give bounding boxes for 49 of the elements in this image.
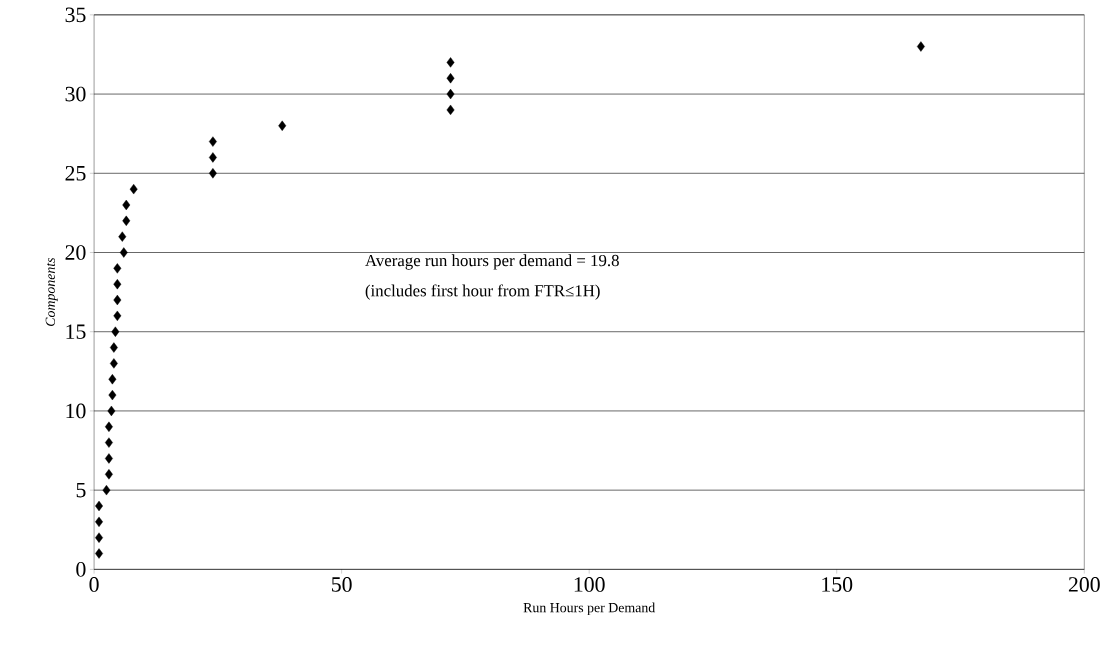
y-tick-label: 25 <box>65 165 86 181</box>
point <box>105 453 113 464</box>
y-tick-label: 10 <box>66 403 86 419</box>
point <box>113 294 122 305</box>
point <box>111 326 120 337</box>
y-tick-label: 20 <box>65 244 86 260</box>
y-tick-label: 35 <box>65 7 86 22</box>
point <box>95 516 103 527</box>
point <box>446 104 455 115</box>
point <box>446 88 455 99</box>
point <box>122 215 131 226</box>
point <box>446 57 455 68</box>
point <box>113 262 122 274</box>
point <box>446 72 455 84</box>
annotation: (includes first hour from FTR≤1H) <box>365 284 600 300</box>
annotation: Average run hours per demand = 19.8 <box>365 254 619 270</box>
point <box>208 167 217 179</box>
x-tick-label: 100 <box>574 576 605 592</box>
point <box>105 437 113 448</box>
point <box>108 373 117 385</box>
point <box>119 247 128 258</box>
y-tick-label: 0 <box>76 561 86 577</box>
y-tick-label: 30 <box>65 86 86 102</box>
x-tick-label: 150 <box>822 576 853 592</box>
x-tick-label: 0 <box>89 576 99 592</box>
point <box>113 278 122 290</box>
point <box>95 548 103 559</box>
point <box>113 310 122 321</box>
y-tick-label: 15 <box>66 324 86 339</box>
point <box>105 421 113 432</box>
point <box>95 532 103 543</box>
point <box>208 136 217 147</box>
point <box>122 199 131 210</box>
point <box>917 41 925 52</box>
point <box>102 484 111 496</box>
point <box>107 405 116 416</box>
point <box>278 120 287 131</box>
point <box>95 500 103 511</box>
x-axis-title: Run Hours per Demand <box>523 602 656 615</box>
point <box>129 183 138 195</box>
point <box>108 389 117 401</box>
point <box>208 152 217 163</box>
y-axis-title: Components <box>45 257 58 326</box>
x-tick-label: 200 <box>1068 576 1100 592</box>
point <box>118 231 127 242</box>
x-tick-label: 50 <box>332 576 352 592</box>
point <box>109 358 118 369</box>
point <box>109 342 118 353</box>
y-tick-label: 5 <box>76 482 86 498</box>
